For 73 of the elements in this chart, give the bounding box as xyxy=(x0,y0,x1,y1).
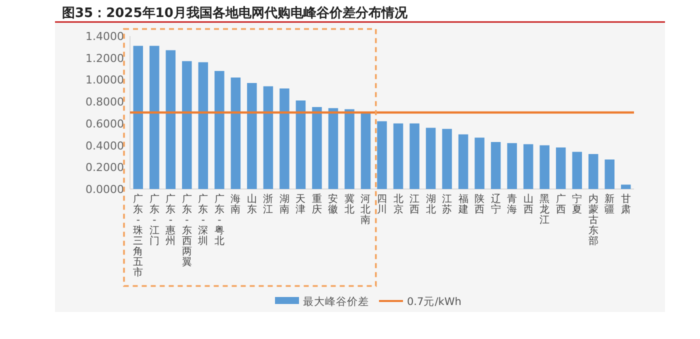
bar xyxy=(344,109,354,189)
y-tick-label: 0.6000 xyxy=(86,117,124,130)
x-tick-label: 冀北 xyxy=(344,194,354,216)
bar xyxy=(458,134,468,189)
x-tick-label: 河北南 xyxy=(360,194,371,226)
bar xyxy=(426,128,436,189)
bar xyxy=(312,107,322,189)
bar xyxy=(523,144,534,189)
x-tick-label: 安徽 xyxy=(328,194,338,216)
x-tick-label: 海南 xyxy=(230,194,241,216)
x-tick-label: 广东-粤北 xyxy=(214,194,224,247)
x-tick-label: 广东-东西两翼 xyxy=(182,194,192,268)
y-tick-label: 1.4000 xyxy=(86,30,124,43)
x-tick-label: 广东-惠州 xyxy=(166,194,176,247)
x-tick-label: 广东-珠三角五市 xyxy=(133,194,144,278)
x-tick-label: 山西 xyxy=(523,194,534,216)
x-tick-label: 广东-江门 xyxy=(149,194,160,247)
x-tick-label: 浙江 xyxy=(263,194,274,216)
bar xyxy=(393,123,404,189)
bar xyxy=(263,86,274,189)
x-tick-label: 福建 xyxy=(458,194,468,216)
x-tick-label: 内蒙古东部 xyxy=(588,194,598,247)
bar xyxy=(280,88,290,189)
y-tick-label: 1.0000 xyxy=(86,74,124,87)
bar xyxy=(620,184,631,189)
x-tick-label: 新疆 xyxy=(604,194,615,216)
y-tick-label: 0.4000 xyxy=(86,139,124,152)
x-tick-label: 广西 xyxy=(556,194,566,216)
bar xyxy=(150,46,160,189)
bar xyxy=(442,128,452,189)
bar xyxy=(490,142,501,189)
legend-label: 0.7元/kWh xyxy=(407,296,462,308)
bar xyxy=(474,138,484,189)
bar xyxy=(360,112,371,189)
x-tick-label: 山东 xyxy=(246,194,257,216)
bar xyxy=(230,78,241,189)
x-tick-label: 湖南 xyxy=(279,194,290,216)
bar xyxy=(198,62,208,189)
x-tick-label: 广东-深圳 xyxy=(198,194,208,247)
y-tick-label: 1.2000 xyxy=(86,52,124,65)
x-tick-label: 江苏 xyxy=(442,194,452,216)
bar xyxy=(540,145,550,189)
x-tick-label: 青海 xyxy=(507,194,518,216)
bar xyxy=(296,100,306,189)
bar xyxy=(604,159,614,189)
chart-title: 图35：2025年10月我国各地电网代购电峰谷价差分布情况 xyxy=(62,5,408,21)
bar xyxy=(572,152,582,189)
bar xyxy=(588,154,598,189)
bar xyxy=(133,46,144,189)
bar xyxy=(410,123,420,189)
bar xyxy=(214,70,224,189)
x-tick-label: 辽宁 xyxy=(490,194,501,216)
x-tick-label: 北京 xyxy=(393,194,404,216)
y-tick-label: 0.2000 xyxy=(86,161,124,174)
x-tick-label: 江西 xyxy=(410,194,420,216)
x-tick-label: 重庆 xyxy=(312,194,322,216)
x-tick-label: 四川 xyxy=(377,194,387,216)
bar xyxy=(247,82,257,189)
bar xyxy=(328,108,338,189)
x-tick-label: 黑龙江 xyxy=(540,194,550,226)
y-tick-label: 0.0000 xyxy=(86,183,124,196)
x-tick-label: 甘肃 xyxy=(620,194,631,216)
x-tick-label: 湖北 xyxy=(426,194,436,216)
x-tick-label: 陕西 xyxy=(474,194,485,216)
bar xyxy=(166,50,176,189)
x-tick-label: 宁夏 xyxy=(572,194,582,216)
bar xyxy=(182,61,192,189)
bar xyxy=(556,147,566,189)
x-tick-label: 天津 xyxy=(296,194,306,216)
bar xyxy=(377,121,387,189)
legend-label: 最大峰谷价差 xyxy=(303,295,369,308)
y-tick-label: 0.8000 xyxy=(86,96,124,109)
bar xyxy=(507,143,517,189)
